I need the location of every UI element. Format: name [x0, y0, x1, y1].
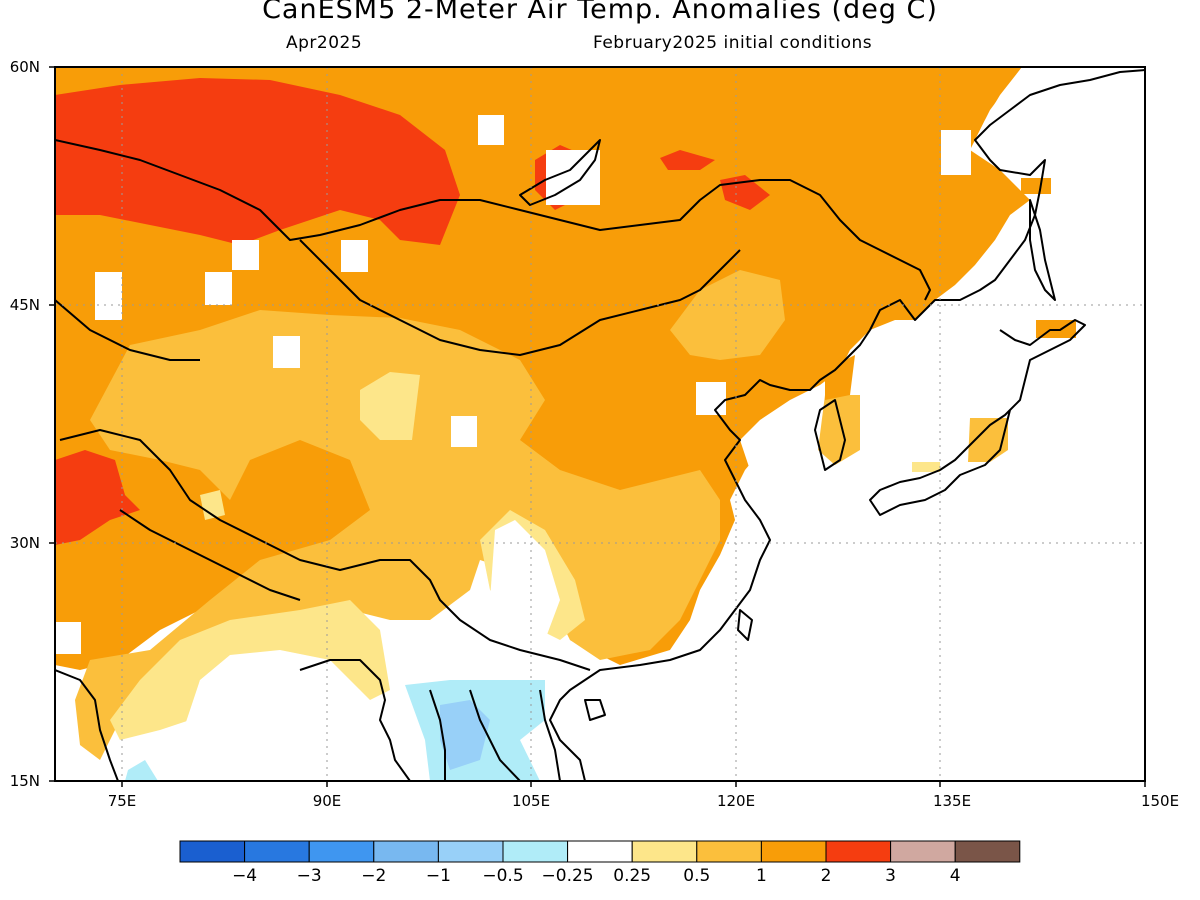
lat-label: 15N — [10, 772, 40, 790]
border-china-south — [59, 429, 591, 671]
anomaly-region-2-3 — [55, 450, 140, 545]
lon-label: 120E — [717, 792, 755, 810]
lat-axis-labels: 60N 45N 30N 15N — [10, 58, 40, 790]
anomaly-region-0.25-0.5 — [360, 372, 420, 440]
coastline-sakhalin — [1029, 199, 1056, 301]
legend-label: 2 — [821, 866, 832, 886]
legend-label: 0.25 — [613, 866, 651, 886]
anomaly-region-2-3 — [55, 78, 460, 245]
legend-label: 3 — [885, 866, 896, 886]
anomaly-region-0.5-1 — [670, 270, 785, 360]
coastline-bay-of-bengal — [299, 659, 411, 781]
legend-label: 1 — [756, 866, 767, 886]
anomaly-region-0.5-1 — [75, 310, 720, 760]
coastline-india — [55, 669, 119, 781]
axis-ticks — [49, 66, 1146, 787]
border-russia — [55, 139, 931, 301]
legend-swatch — [373, 840, 439, 863]
coastline-japan — [869, 319, 1086, 516]
legend-swatch — [437, 840, 504, 863]
border-kazakh — [55, 299, 200, 361]
legend-swatch — [502, 840, 569, 863]
anomaly-region-0.25-0.5 — [200, 490, 225, 520]
lat-label: 60N — [10, 58, 40, 76]
anomaly-region-0.25-0.5 — [912, 462, 940, 472]
anomaly-field — [55, 67, 1145, 781]
initial-conditions-label: February2025 initial conditions — [593, 33, 873, 53]
legend-swatch — [244, 840, 310, 863]
legend-swatch — [890, 840, 956, 863]
lon-label: 150E — [1141, 792, 1179, 810]
coastline-taiwan — [737, 609, 753, 641]
border-china-mongolia — [299, 239, 741, 356]
lat-label: 30N — [10, 534, 40, 552]
neutral-region — [490, 520, 560, 640]
neutral-region — [160, 660, 420, 781]
legend-swatch — [825, 840, 892, 863]
coastlines — [55, 69, 1145, 781]
legend-swatch — [179, 840, 246, 863]
gridlines — [55, 67, 1145, 781]
map-frame — [54, 66, 1146, 782]
color-legend-labels: −4 −3 −2 −1 −0.5 −0.25 0.25 0.5 1 2 3 4 — [232, 866, 961, 886]
border-himalaya — [119, 509, 301, 601]
legend-swatch — [696, 840, 762, 863]
lon-label: 135E — [933, 792, 971, 810]
anomaly-region-neg-0.5 — [440, 700, 490, 770]
anomaly-region-1-2 — [825, 355, 855, 400]
coastline-korea — [814, 399, 846, 471]
color-legend — [179, 840, 1021, 863]
coastline-indochina — [429, 689, 561, 781]
legend-label: −0.5 — [482, 866, 523, 886]
legend-swatch — [631, 840, 698, 863]
legend-label: −4 — [232, 866, 257, 886]
anomaly-region-neg-0.25 — [125, 760, 158, 781]
legend-swatch — [954, 840, 1021, 863]
lon-axis-labels: 75E 90E 105E 120E 135E 150E — [108, 792, 1179, 810]
legend-swatch — [567, 840, 633, 863]
valid-month-label: Apr2025 — [286, 33, 363, 53]
lat-label: 45N — [10, 296, 40, 314]
lon-label: 75E — [108, 792, 137, 810]
lon-label: 90E — [313, 792, 342, 810]
legend-label: −2 — [361, 866, 386, 886]
anomaly-region-1-2 — [1021, 178, 1051, 194]
map-title: CanESM5 2-Meter Air Temp. Anomalies (deg… — [262, 0, 938, 25]
coastline-hainan — [584, 699, 606, 721]
legend-label: −0.25 — [542, 866, 594, 886]
legend-label: 4 — [950, 866, 961, 886]
anomaly-region-2-3 — [660, 150, 715, 170]
legend-label: −1 — [426, 866, 451, 886]
lake-baikal — [519, 139, 601, 206]
legend-swatch — [308, 840, 375, 863]
lon-label: 105E — [512, 792, 550, 810]
legend-label: −3 — [297, 866, 322, 886]
anomaly-region-0.25-0.5 — [110, 600, 390, 740]
legend-swatch — [760, 840, 827, 863]
legend-label: 0.5 — [683, 866, 710, 886]
ocean-neutral — [740, 67, 1145, 781]
anomaly-region-0.5-1 — [818, 395, 860, 465]
coastline-east-asia — [549, 69, 1145, 781]
